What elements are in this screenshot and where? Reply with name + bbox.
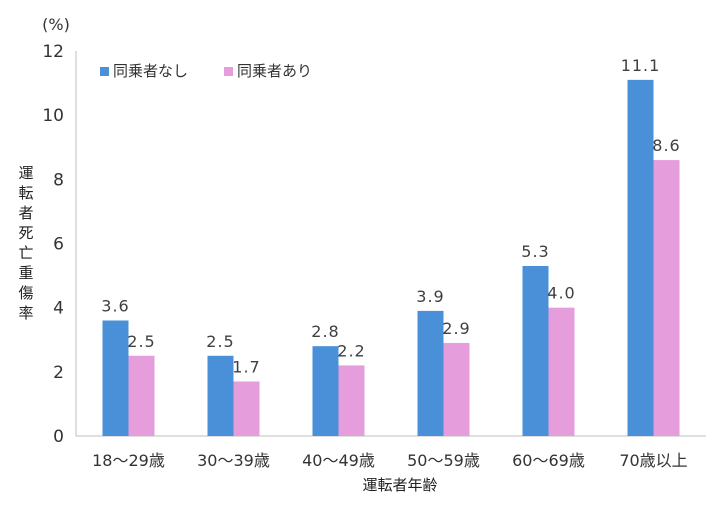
bar (548, 307, 575, 436)
x-axis-title: 運転者年齢 (362, 476, 437, 494)
y-axis-title-char: 率 (18, 304, 33, 322)
bar (207, 355, 234, 436)
data-label: 2.2 (337, 341, 365, 360)
x-tick-label: 60～69歳 (512, 451, 585, 470)
y-tick-label: 2 (53, 363, 64, 383)
y-unit-label: (%) (42, 15, 70, 34)
data-label: 1.7 (232, 357, 260, 376)
x-tick-label: 40～49歳 (302, 451, 375, 470)
bar (653, 160, 680, 437)
data-label: 2.5 (127, 332, 155, 351)
y-axis-title-char: 重 (18, 264, 33, 282)
bar (443, 342, 470, 436)
y-tick-label: 12 (42, 42, 64, 62)
data-label: 2.9 (442, 319, 470, 338)
legend-swatch (224, 67, 233, 76)
bar (102, 320, 129, 436)
legend: 同乗者なし 同乗者あり (100, 62, 312, 80)
y-tick-label: 10 (42, 106, 64, 126)
bar (312, 346, 339, 436)
bars-group (102, 79, 680, 437)
data-label: 2.5 (206, 332, 234, 351)
data-label: 2.8 (311, 322, 339, 341)
data-label: 4.0 (547, 284, 575, 303)
bar (338, 365, 365, 436)
data-label: 8.6 (652, 136, 680, 155)
data-label: 3.6 (101, 297, 129, 316)
y-axis-title-char: 傷 (18, 284, 33, 302)
data-labels-group: 3.6 2.5 2.5 1.7 2.82.2 3.9 2.9 5.3 4.0 11.1 8.6 (101, 56, 680, 377)
bar (417, 310, 444, 436)
y-axis-title-char: 者 (18, 204, 33, 222)
axes-group: 0 2 4 6 8 10 12 18～29歳 30～39歳 40～49歳 50～59歳 60～69歳 7… (42, 42, 706, 470)
y-axis-title-char: 亡 (18, 244, 33, 262)
data-label: 3.9 (416, 287, 444, 306)
y-tick-label: 6 (53, 235, 64, 255)
x-tick-label: 30～39歳 (197, 451, 270, 470)
bar (128, 355, 155, 436)
x-tick-label: 70歳以上 (619, 451, 687, 470)
legend-label: 同乗者あり (237, 62, 312, 80)
x-tick-label: 50～59歳 (407, 451, 480, 470)
bar (522, 265, 549, 436)
y-tick-label: 8 (53, 170, 64, 190)
y-axis-title-char: 運 (18, 164, 33, 182)
x-tick-label: 18～29歳 (92, 451, 165, 470)
legend-label: 同乗者なし (113, 62, 188, 80)
y-axis-title-char: 転 (18, 184, 33, 202)
data-label: 5.3 (521, 242, 549, 261)
y-tick-label: 0 (53, 427, 64, 447)
y-axis-title-char: 死 (18, 224, 33, 242)
bar (627, 79, 654, 436)
legend-swatch (100, 67, 109, 76)
y-tick-label: 4 (53, 299, 64, 319)
data-label: 11.1 (621, 56, 661, 75)
bar (233, 381, 260, 436)
